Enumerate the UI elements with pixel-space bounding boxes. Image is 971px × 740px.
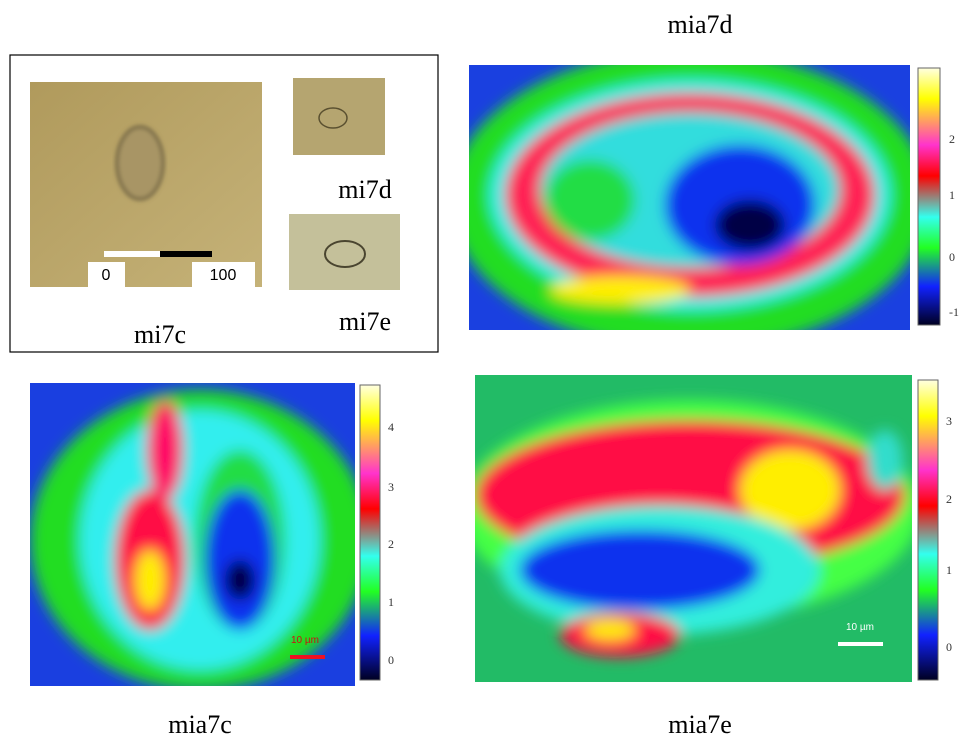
photo-mi7e [289, 214, 400, 290]
colorbar-tick-label: 0 [946, 640, 952, 654]
colorbar [918, 68, 940, 325]
photo-label: mi7d [338, 175, 391, 204]
scale-bar-label: 10 µm [846, 622, 874, 633]
colorbar-tick-label: -1 [949, 305, 959, 319]
map-title: mia7d [668, 10, 733, 39]
colorbar-tick-label: 1 [949, 188, 955, 202]
colorbar [360, 385, 380, 680]
colorbar-tick-label: 4 [388, 420, 394, 434]
heatmap [450, 50, 930, 350]
colorbar-tick-label: 3 [388, 480, 394, 494]
colorbar-tick-label: 2 [388, 537, 394, 551]
photo-label: mi7e [339, 307, 391, 336]
map-title: mia7e [668, 710, 732, 739]
colorbar-tick-label: 1 [946, 563, 952, 577]
map-title: mia7c [168, 710, 232, 739]
colorbar-tick-label: 2 [946, 492, 952, 506]
heatmap [460, 375, 920, 682]
colorbar [918, 380, 938, 680]
photo-mi7c [30, 82, 262, 292]
colorbar-tick-label: 0 [388, 653, 394, 667]
scale-label: 0 [102, 267, 111, 284]
colorbar-tick-label: 0 [949, 250, 955, 264]
scale-label: 100 [210, 267, 237, 284]
colorbar-tick-label: 3 [946, 414, 952, 428]
photo-label: mi7c [134, 320, 186, 349]
heatmap [30, 383, 370, 690]
photo-mi7d [293, 78, 385, 155]
scale-bar-label: 10 µm [291, 635, 319, 646]
colorbar-tick-label: 2 [949, 132, 955, 146]
figure: 0 100 mi7c mi7d mi7e mia7d 10 µm mia7c [0, 0, 971, 740]
colorbar-tick-label: 1 [388, 595, 394, 609]
